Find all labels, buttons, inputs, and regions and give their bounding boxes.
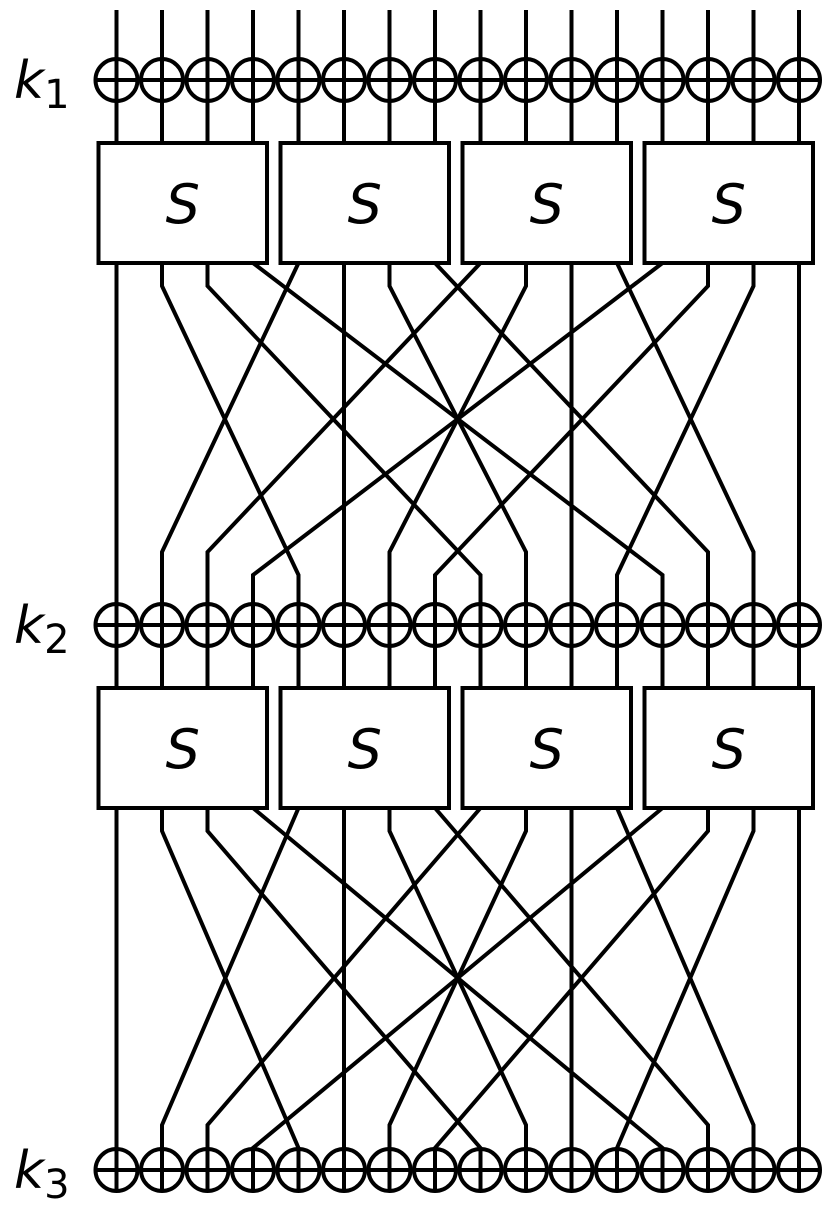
sbox-label: S (166, 173, 200, 236)
xor-icon (639, 602, 686, 648)
sbox-2-4 (642, 686, 815, 810)
xor-icon (594, 1147, 640, 1193)
xor-icon (412, 57, 458, 103)
xor-icon (275, 57, 322, 103)
xor-icon (412, 1147, 458, 1193)
permutation-wire (205, 806, 483, 1149)
sbox-2-2 (278, 686, 451, 810)
xor-icon (548, 57, 595, 103)
sbox-1-1 (96, 141, 269, 265)
xor-icon (366, 602, 413, 648)
sbox-label: S (712, 173, 746, 236)
xor-icon (639, 57, 686, 103)
xor-icon (184, 57, 231, 103)
xor-icon (230, 1147, 276, 1193)
xor-icon (184, 602, 231, 648)
sbox-label: S (348, 173, 382, 236)
key-letter: k (14, 51, 46, 111)
sbox-1-3 (460, 141, 633, 265)
permutation-wire (251, 261, 664, 604)
xor-icon (366, 57, 413, 103)
sbox-label: S (530, 173, 564, 236)
key-label-3: k3 (14, 1141, 70, 1208)
xor-icon (776, 57, 822, 103)
key-index: 2 (44, 617, 69, 663)
xor-icon (730, 602, 777, 648)
xor-icon (139, 1147, 185, 1193)
xor-icon (230, 602, 276, 648)
xor-icon (776, 1147, 822, 1193)
xor-icon (321, 1147, 367, 1193)
sbox-label: S (348, 718, 382, 781)
key-index: 1 (44, 72, 69, 118)
xor-icon (685, 1147, 731, 1193)
xor-icon (366, 1147, 413, 1193)
permutation-wire (205, 263, 483, 604)
xor-icon (730, 1147, 777, 1193)
xor-icon (685, 57, 731, 103)
xor-icon (503, 602, 549, 648)
permutation-wire (615, 262, 756, 604)
key-label-1: k1 (14, 51, 70, 118)
xor-icon (93, 602, 140, 648)
permutation-wire (251, 261, 665, 604)
xor-icon (776, 602, 822, 648)
sbox-1-2 (278, 141, 451, 265)
key-label-2: k2 (14, 596, 70, 663)
xor-icon (457, 57, 504, 103)
xor-icon (639, 1147, 686, 1193)
xor-icon (93, 57, 140, 103)
sbox-label: S (166, 718, 200, 781)
xor-icon (594, 602, 640, 648)
sbox-label: S (530, 718, 564, 781)
xor-icon (457, 602, 504, 648)
key-index: 3 (44, 1162, 69, 1208)
xor-icon (275, 602, 322, 648)
key-letter: k (14, 1141, 46, 1201)
xor-icon (139, 57, 185, 103)
xor-icon (594, 57, 640, 103)
key-letter: k (14, 596, 46, 656)
permutation-wire (615, 807, 756, 1149)
xor-icon (503, 1147, 549, 1193)
sbox-2-3 (460, 686, 633, 810)
xor-icon (275, 1147, 322, 1193)
xor-icon (457, 1147, 504, 1193)
sbox-1-4 (642, 141, 815, 265)
xor-icon (548, 1147, 595, 1193)
permutation-wire (160, 263, 301, 604)
xor-icon (503, 57, 549, 103)
xor-icon (93, 1147, 140, 1193)
xor-icon (184, 1147, 231, 1193)
xor-icon (685, 602, 731, 648)
xor-icon (139, 602, 185, 648)
permutation-wire (433, 263, 710, 604)
xor-icon (730, 57, 777, 103)
xor-icon (321, 602, 367, 648)
xor-icon (230, 57, 276, 103)
permutation-wire (160, 807, 301, 1149)
permutation-wire (615, 263, 756, 604)
sbox-layer: S S S S S S S S (96, 141, 815, 810)
xor-icon (321, 57, 367, 103)
xor-icon (412, 602, 458, 648)
xor-icon (548, 602, 595, 648)
sbox-label: S (712, 718, 746, 781)
xor-layer (93, 57, 822, 1193)
permutation-wire (160, 262, 301, 604)
sbox-2-1 (96, 686, 269, 810)
permutation-wire (205, 261, 482, 604)
